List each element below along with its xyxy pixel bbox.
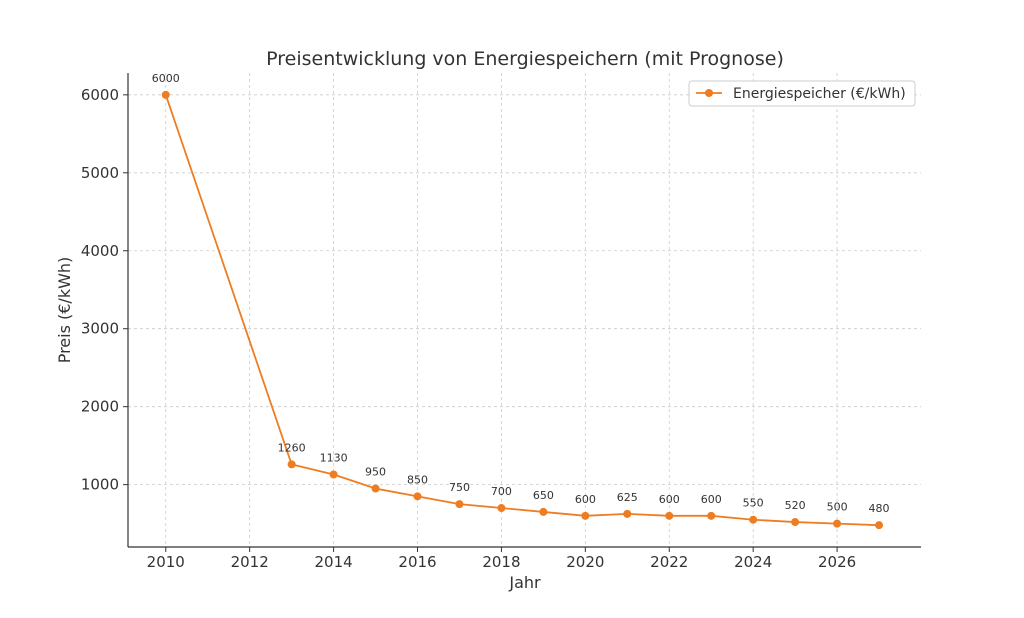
- data-point: [623, 509, 632, 518]
- data-label: 600: [701, 493, 722, 506]
- data-point: [875, 521, 884, 530]
- y-tick-label: 4000: [81, 242, 119, 260]
- x-axis-label: Jahr: [508, 573, 541, 592]
- x-tick-label: 2012: [231, 553, 269, 571]
- x-tick-label: 2026: [818, 553, 856, 571]
- data-label: 520: [785, 499, 806, 512]
- data-point: [287, 460, 296, 469]
- x-tick-label: 2014: [314, 553, 352, 571]
- grid: [128, 73, 921, 547]
- data-label: 950: [365, 466, 386, 479]
- data-point: [749, 515, 758, 524]
- y-tick-label: 2000: [81, 398, 119, 416]
- y-ticks: 1000 2000 3000 4000 5000 6000: [81, 86, 128, 494]
- series: 6000 1260 1130 950 850 750 700 650 600 625 600 600 5…: [152, 72, 890, 530]
- x-tick-label: 2022: [650, 553, 688, 571]
- legend-label: Energiespeicher (€/kWh): [733, 86, 906, 102]
- data-label: 550: [743, 497, 764, 510]
- data-label: 480: [869, 502, 890, 515]
- y-tick-label: 5000: [81, 164, 119, 182]
- x-tick-label: 2020: [566, 553, 604, 571]
- data-label: 650: [533, 489, 554, 502]
- data-point: [665, 511, 674, 520]
- data-label: 600: [659, 493, 680, 506]
- data-point: [371, 484, 380, 493]
- data-label: 500: [827, 501, 848, 514]
- data-label: 600: [575, 493, 596, 506]
- data-label: 625: [617, 491, 638, 504]
- data-point: [497, 504, 506, 513]
- data-point: [413, 492, 422, 501]
- data-label: 1130: [320, 451, 348, 464]
- data-point: [791, 518, 800, 527]
- x-tick-label: 2018: [482, 553, 520, 571]
- data-label: 750: [449, 481, 470, 494]
- data-point: [539, 507, 548, 516]
- chart-title: Preisentwicklung von Energiespeichern (m…: [266, 48, 784, 70]
- x-ticks: 2010 2012 2014 2016 2018 2020 2022 2024 2026: [147, 547, 856, 571]
- data-point: [833, 519, 842, 528]
- series-line: [164, 94, 880, 527]
- data-label: 850: [407, 473, 428, 486]
- legend-marker: [705, 89, 713, 97]
- data-point: [329, 470, 338, 479]
- y-tick-label: 6000: [81, 86, 119, 104]
- data-point: [581, 511, 590, 520]
- data-label: 1260: [278, 441, 306, 454]
- x-tick-label: 2024: [734, 553, 772, 571]
- data-point: [707, 511, 716, 520]
- x-tick-label: 2016: [398, 553, 436, 571]
- x-tick-label: 2010: [147, 553, 185, 571]
- legend-box: [688, 80, 916, 107]
- legend: Energiespeicher (€/kWh): [688, 80, 916, 107]
- axes: [127, 73, 921, 548]
- y-axis-label: Preis (€/kWh): [55, 257, 74, 364]
- data-point: [161, 90, 170, 99]
- data-label: 700: [491, 485, 512, 498]
- y-tick-label: 1000: [81, 476, 119, 494]
- data-label: 6000: [152, 72, 180, 85]
- y-tick-label: 3000: [81, 320, 119, 338]
- data-point: [455, 500, 464, 509]
